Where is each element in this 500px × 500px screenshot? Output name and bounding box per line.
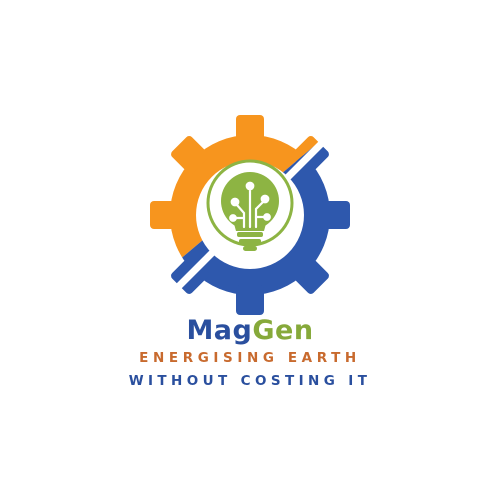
light-bulb-icon <box>206 159 294 251</box>
tagline-line-2: WITHOUT COSTING IT <box>128 373 372 389</box>
gear-icon <box>150 115 350 315</box>
brand-name-part1: Mag <box>186 315 253 346</box>
brand-name: MagGen <box>0 314 500 348</box>
circuit-icon <box>229 181 271 229</box>
tagline-line-1: ENERGISING EARTH <box>139 350 361 366</box>
brand-name-part2: Gen <box>252 315 314 346</box>
